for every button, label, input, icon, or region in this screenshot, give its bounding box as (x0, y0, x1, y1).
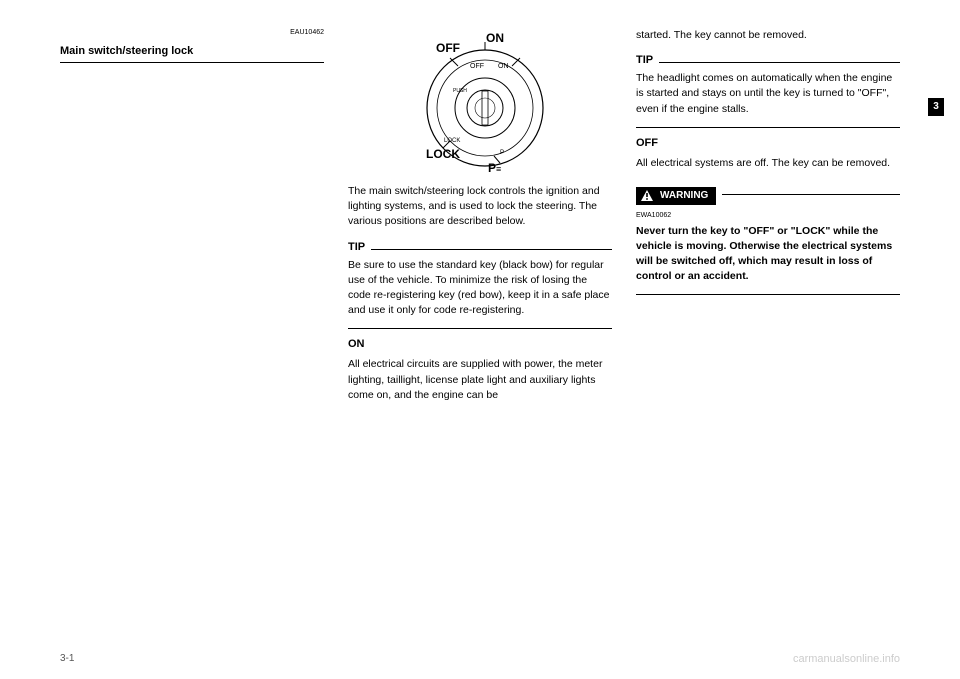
tip-body-3: The headlight comes on automatically whe… (636, 71, 900, 117)
rule-warn-end (636, 294, 900, 295)
on-body: All electrical circuits are supplied wit… (348, 357, 612, 403)
warning-label: WARNING (660, 189, 708, 204)
tip-rule (371, 249, 612, 250)
col3-cont1: started. The key cannot be removed. (636, 28, 900, 43)
warning-rule (722, 194, 900, 195)
rule (348, 328, 612, 329)
tip-heading-3: TIP (636, 53, 900, 69)
svg-text:LOCK: LOCK (444, 138, 460, 144)
off-body: All electrical systems are off. The key … (636, 156, 900, 171)
figure-label-p: P≡ (488, 160, 501, 177)
warning-badge: WARNING (636, 187, 716, 206)
watermark: carmanualsonline.info (793, 653, 900, 665)
warning-triangle-icon (640, 189, 654, 203)
col-3: 3 started. The key cannot be removed. TI… (636, 28, 900, 608)
eau-code: EAU10462 (60, 28, 324, 38)
side-tab: 3 (928, 98, 944, 116)
warning-body: Never turn the key to "OFF" or "LOCK" wh… (636, 224, 900, 285)
warning-row: WARNING (636, 175, 900, 212)
ignition-switch-figure: OFF ON LOCK P PUSH ON OFF LOCK P≡ (348, 28, 612, 178)
tip-heading: TIP (348, 240, 612, 256)
on-heading: ON (348, 337, 612, 353)
columns: EAU10462 Main switch/steering lock (60, 28, 900, 608)
page-footer: 3-1 carmanualsonline.info (60, 653, 900, 665)
svg-text:PUSH: PUSH (453, 88, 467, 94)
page-number: 3-1 (60, 653, 74, 665)
svg-text:P: P (500, 150, 504, 156)
tip-body: Be sure to use the standard key (black b… (348, 258, 612, 319)
section-title: Main switch/steering lock (60, 44, 324, 63)
col-1: EAU10462 Main switch/steering lock (60, 28, 324, 608)
figure-label-off: OFF (436, 40, 460, 57)
svg-text:ON: ON (498, 63, 509, 70)
tip-rule-3 (659, 62, 900, 63)
rule-3 (636, 127, 900, 128)
warning-code: EWA10062 (636, 211, 900, 221)
tip-label-3: TIP (636, 53, 653, 69)
page: EAU10462 Main switch/steering lock (0, 0, 960, 679)
svg-text:OFF: OFF (470, 63, 484, 70)
col2-intro: The main switch/steering lock controls t… (348, 184, 612, 230)
tip-label: TIP (348, 240, 365, 256)
figure-label-lock: LOCK (426, 146, 460, 163)
figure-label-on: ON (486, 30, 504, 47)
off-heading: OFF (636, 136, 900, 152)
col-2: OFF ON LOCK P PUSH ON OFF LOCK P≡ The ma… (348, 28, 612, 608)
